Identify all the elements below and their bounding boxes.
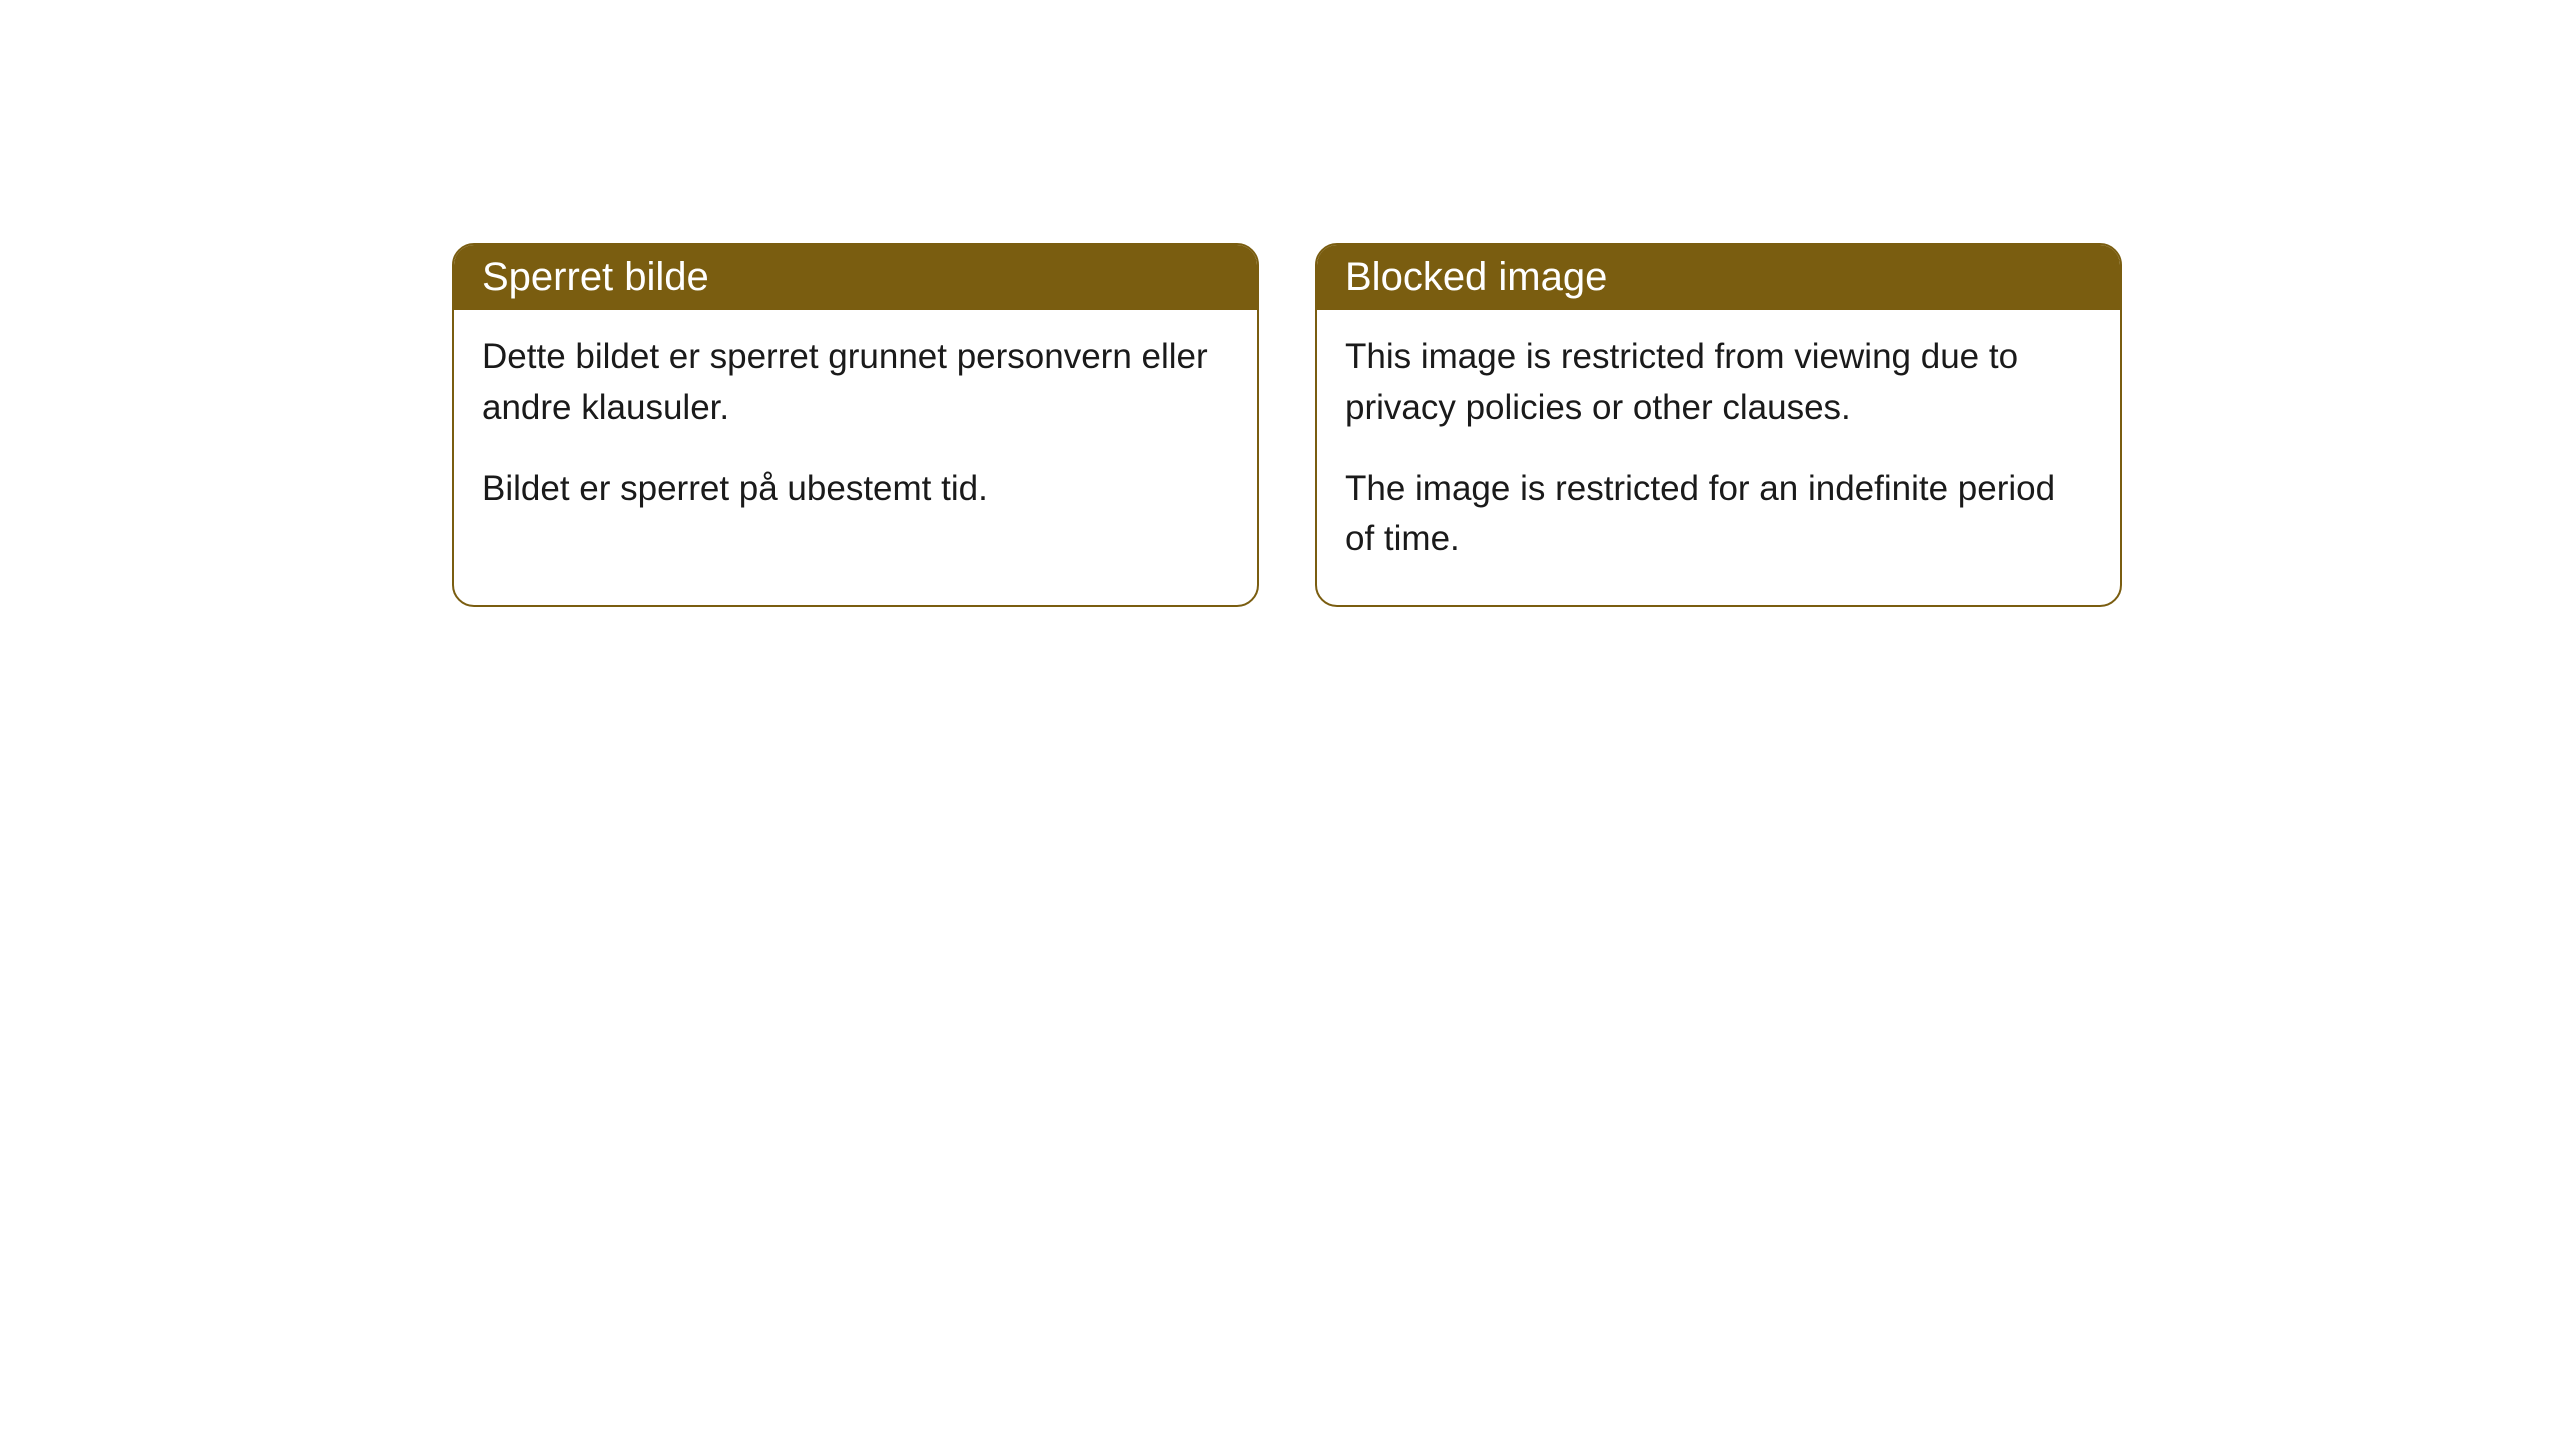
card-header: Blocked image (1317, 245, 2120, 310)
card-body: Dette bildet er sperret grunnet personve… (454, 310, 1257, 554)
card-title: Blocked image (1345, 255, 1607, 299)
card-paragraph-2: Bildet er sperret på ubestemt tid. (482, 464, 1229, 515)
blocked-image-card-norwegian: Sperret bilde Dette bildet er sperret gr… (452, 243, 1259, 607)
card-title: Sperret bilde (482, 255, 709, 299)
blocked-image-card-english: Blocked image This image is restricted f… (1315, 243, 2122, 607)
card-body: This image is restricted from viewing du… (1317, 310, 2120, 605)
card-header: Sperret bilde (454, 245, 1257, 310)
card-paragraph-1: This image is restricted from viewing du… (1345, 332, 2092, 434)
notice-container: Sperret bilde Dette bildet er sperret gr… (0, 0, 2560, 607)
card-paragraph-1: Dette bildet er sperret grunnet personve… (482, 332, 1229, 434)
card-paragraph-2: The image is restricted for an indefinit… (1345, 464, 2092, 566)
